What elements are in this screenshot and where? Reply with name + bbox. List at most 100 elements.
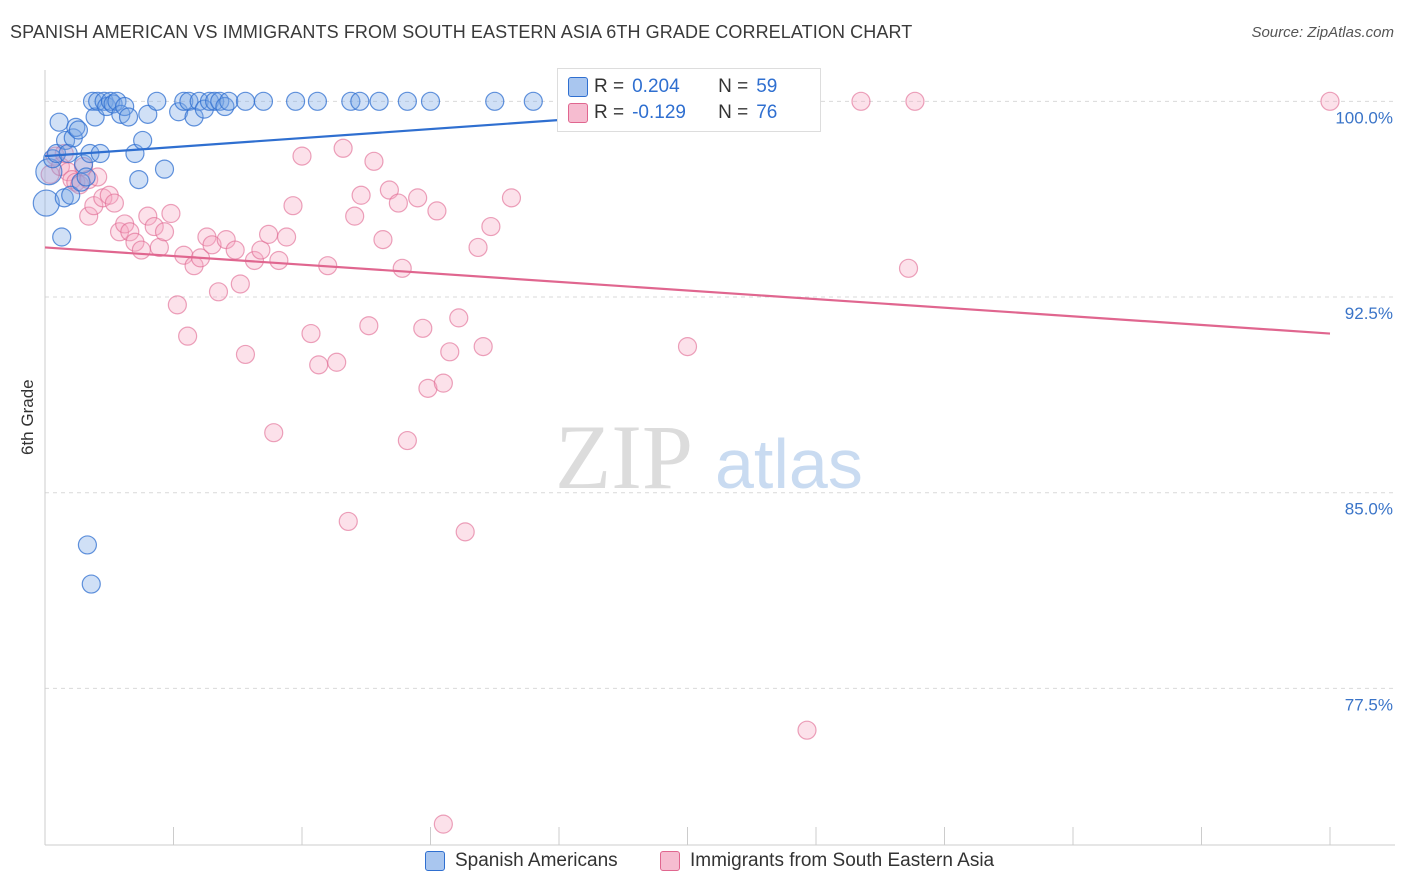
pink-point — [851, 91, 871, 111]
pink-point — [905, 91, 925, 111]
blue-point — [485, 91, 505, 111]
pink-point — [333, 138, 353, 158]
pink-point — [79, 206, 99, 226]
legend-row-pink: R = -0.129 N = 76 — [568, 100, 778, 126]
chart-title: SPANISH AMERICAN VS IMMIGRANTS FROM SOUT… — [10, 22, 913, 42]
legend-swatch-pink — [568, 103, 588, 123]
blue-point — [350, 91, 370, 111]
legend-item-spanish-americans[interactable]: Spanish Americans — [425, 850, 618, 872]
scatter-plot: ZIP atlas 77.5%85.0%92.5%100.0%0.0%100.0… — [32, 70, 1395, 846]
pink-point — [125, 232, 145, 252]
n-value: 76 — [756, 102, 778, 123]
legend-label: Immigrants from South Eastern Asia — [690, 850, 995, 871]
watermark: ZIP atlas — [555, 406, 863, 508]
pink-point — [131, 240, 151, 260]
legend-row-blue: R = 0.204 N = 59 — [568, 74, 777, 100]
blue-point — [133, 130, 153, 151]
pink-point — [230, 274, 250, 294]
pink-point — [283, 196, 303, 216]
blue-point — [76, 167, 96, 187]
pink-point — [276, 227, 297, 247]
blue-point — [68, 120, 89, 140]
pink-point — [440, 342, 460, 362]
blue-point — [215, 96, 235, 117]
gridlines — [45, 100, 1395, 689]
pink-points — [40, 91, 1340, 834]
pink-point — [797, 720, 817, 740]
blue-point — [199, 91, 220, 111]
pink-point — [392, 258, 412, 278]
legend-swatch-blue — [425, 851, 445, 871]
blue-point — [32, 189, 60, 217]
trend-lines — [44, 105, 1331, 335]
watermark-zip: ZIP — [555, 406, 693, 508]
pink-point — [677, 336, 698, 357]
r-value: 0.204 — [632, 76, 680, 97]
blue-point — [285, 91, 306, 111]
pink-point — [138, 206, 158, 226]
pink-point — [225, 240, 245, 260]
r-value: -0.129 — [632, 102, 686, 123]
pink-point — [301, 323, 321, 344]
pink-point — [418, 378, 438, 398]
pink-point — [473, 336, 493, 357]
legend-label: Spanish Americans — [455, 850, 618, 871]
pink-point — [208, 282, 229, 302]
pink-point — [481, 216, 501, 237]
blue-point — [369, 91, 389, 111]
blue-point — [307, 91, 328, 111]
blue-point — [138, 104, 158, 124]
blue-point — [77, 535, 98, 555]
blue-point — [154, 159, 175, 179]
pink-point — [104, 193, 124, 213]
pink-point — [235, 344, 256, 365]
pink-point — [251, 240, 271, 260]
blue-point — [118, 107, 139, 127]
blue-point — [129, 169, 149, 190]
pink-point — [161, 203, 181, 224]
pink-point — [327, 352, 347, 372]
blue-point — [420, 91, 441, 111]
trend-line — [44, 246, 1331, 335]
pink-point — [292, 146, 312, 166]
blue-point — [66, 117, 86, 138]
blue-point — [174, 91, 194, 111]
r-label: R = — [594, 76, 625, 97]
pink-point — [258, 224, 279, 244]
blue-point — [219, 91, 239, 111]
r-label: R = — [594, 102, 625, 123]
blue-point — [100, 91, 121, 111]
pink-point — [1320, 91, 1340, 111]
pink-point — [351, 185, 371, 205]
pink-point — [433, 373, 453, 393]
pink-point — [468, 237, 488, 258]
pink-point — [433, 814, 453, 834]
source-label: Source: ZipAtlas.com — [1251, 24, 1394, 41]
pink-point — [449, 308, 469, 328]
pink-point — [264, 423, 284, 443]
pink-point — [309, 355, 329, 375]
legend-swatch-pink — [660, 851, 680, 871]
blue-points — [32, 91, 543, 594]
blue-point — [397, 91, 417, 111]
y-tick-label: 100.0% — [1335, 108, 1393, 127]
pink-point — [345, 206, 365, 226]
y-tick-label: 92.5% — [1345, 304, 1393, 323]
blue-point — [169, 102, 189, 122]
pink-point — [408, 188, 428, 208]
blue-point — [46, 143, 67, 164]
blue-point — [52, 227, 72, 247]
legend-item-immigrants[interactable]: Immigrants from South Eastern Asia — [660, 850, 994, 872]
correlation-legend: R = 0.204 N = 59 R = -0.129 N = 76 — [557, 68, 821, 132]
pink-point — [167, 295, 187, 315]
pink-point — [338, 511, 358, 532]
blue-point — [61, 185, 81, 205]
pink-point — [413, 318, 433, 338]
pink-point — [501, 188, 522, 208]
pink-point — [269, 250, 289, 271]
series-legend: Spanish Americans Immigrants from South … — [0, 850, 1406, 880]
blue-point — [49, 112, 69, 132]
axes — [44, 70, 1395, 846]
blue-point — [253, 91, 274, 111]
blue-point — [71, 172, 91, 192]
